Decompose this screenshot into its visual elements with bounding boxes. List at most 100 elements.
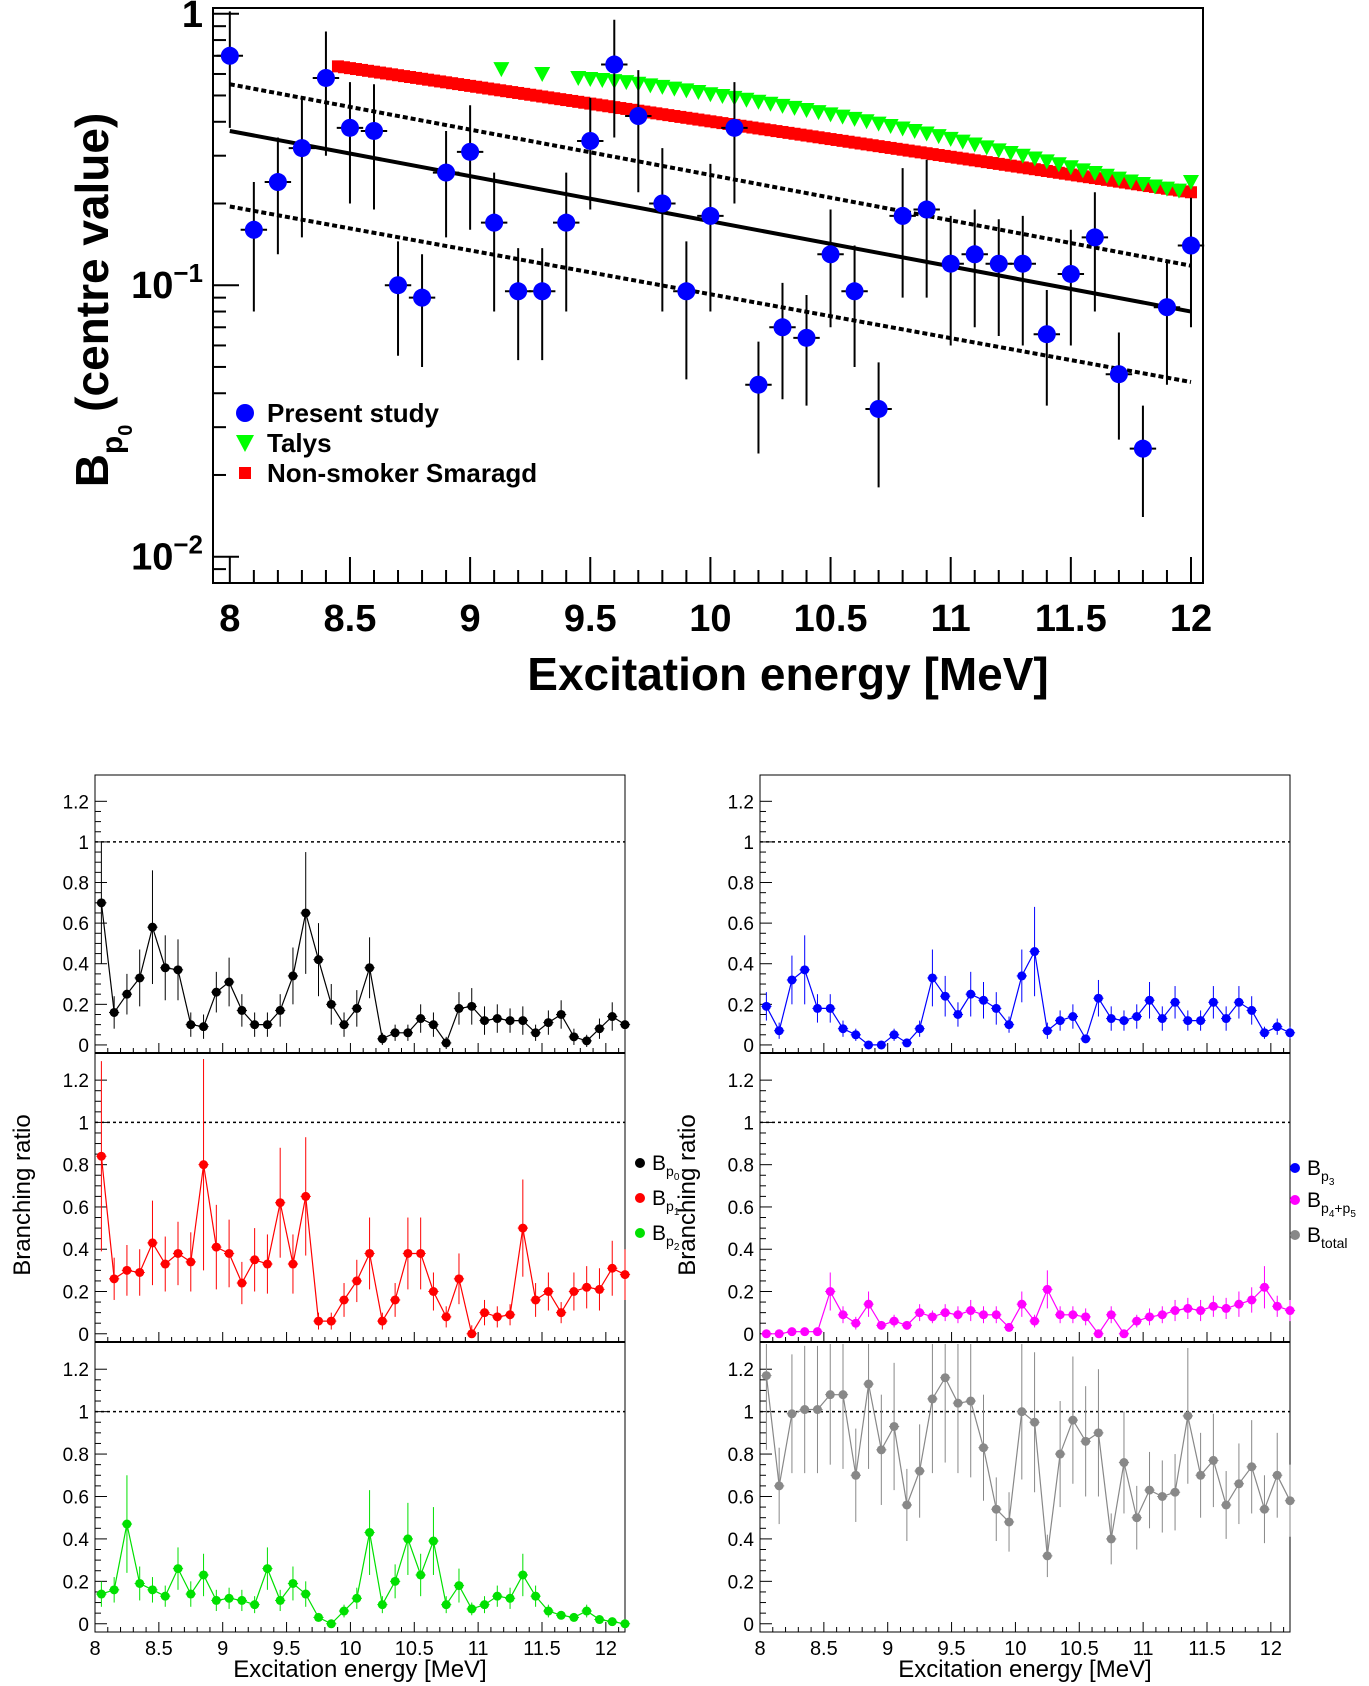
series-point-Bp0 bbox=[428, 1020, 438, 1030]
talys-point bbox=[534, 66, 551, 82]
talys-point bbox=[990, 143, 1007, 159]
present-study-point bbox=[917, 200, 936, 219]
right-y-tick-label: 0.4 bbox=[728, 1530, 755, 1551]
series-point-Bp1 bbox=[313, 1316, 323, 1326]
present-study-point bbox=[605, 55, 624, 74]
right-x-tick-label: 12 bbox=[1260, 1638, 1282, 1660]
present-study-point bbox=[533, 282, 552, 301]
top-y-tick-label-base: 10 bbox=[131, 265, 173, 307]
talys-point bbox=[1014, 148, 1031, 164]
talys-point bbox=[1122, 174, 1139, 190]
series-point-Bp3 bbox=[915, 1024, 925, 1034]
right-y-tick-label: 0.2 bbox=[728, 1283, 754, 1304]
series-point-Bp3 bbox=[1234, 997, 1244, 1007]
series-point-Bp4+p5 bbox=[1132, 1316, 1142, 1326]
panel-legend-label-base: B bbox=[1307, 1224, 1321, 1247]
series-point-Bp4+p5 bbox=[800, 1327, 810, 1337]
series-point-Bp4+p5 bbox=[864, 1299, 874, 1309]
series-point-Bp4+p5 bbox=[787, 1327, 797, 1337]
series-point-Bp4+p5 bbox=[1170, 1306, 1180, 1316]
series-point-Bp3 bbox=[800, 965, 810, 975]
present-study-point bbox=[437, 163, 456, 182]
talys-point bbox=[966, 137, 983, 153]
series-point-Bp4+p5 bbox=[966, 1306, 976, 1316]
left-y-tick-label: 1.2 bbox=[63, 792, 89, 813]
series-point-Bp0 bbox=[250, 1020, 260, 1030]
present-study-point bbox=[1037, 325, 1056, 344]
series-point-Bp3 bbox=[940, 991, 950, 1001]
series-point-Btotal bbox=[851, 1470, 861, 1480]
left-y-tick-label: 1 bbox=[78, 1113, 89, 1134]
talys-point bbox=[493, 62, 510, 78]
series-point-Bp3 bbox=[1030, 947, 1040, 957]
series-point-Bp2 bbox=[160, 1591, 170, 1601]
panel-legend-label: Bp3 bbox=[1307, 1157, 1335, 1188]
talys-point bbox=[738, 92, 755, 108]
talys-point bbox=[678, 83, 695, 99]
series-point-Btotal bbox=[953, 1398, 963, 1408]
series-point-Bp0 bbox=[607, 1012, 617, 1022]
series-point-Bp2 bbox=[518, 1570, 528, 1580]
series-point-Bp2 bbox=[135, 1578, 145, 1588]
series-point-Bp1 bbox=[160, 1259, 170, 1269]
series-point-Bp0 bbox=[135, 973, 145, 983]
series-point-Bp2 bbox=[352, 1593, 362, 1603]
series-point-Bp0 bbox=[173, 965, 183, 975]
series-point-Bp1 bbox=[199, 1160, 209, 1170]
series-point-Bp4+p5 bbox=[1017, 1299, 1027, 1309]
series-point-Bp4+p5 bbox=[1145, 1312, 1155, 1322]
series-point-Bp0 bbox=[403, 1028, 413, 1038]
talys-point bbox=[1110, 171, 1127, 187]
top-y-axis-title-subsub: 0 bbox=[115, 425, 137, 436]
series-point-Btotal bbox=[940, 1373, 950, 1383]
present-study-point bbox=[485, 213, 504, 232]
series-point-Bp1 bbox=[339, 1295, 349, 1305]
left-y-tick-label: 0.4 bbox=[63, 1530, 90, 1551]
talys-point bbox=[690, 84, 707, 100]
talys-point bbox=[1074, 163, 1091, 179]
top-y-tick-label-exp: −2 bbox=[173, 530, 203, 560]
series-point-Bp0 bbox=[326, 999, 336, 1009]
panel-legend-label-sub: p bbox=[666, 1233, 674, 1249]
series-point-Bp0 bbox=[352, 1003, 362, 1013]
series-point-Bp1 bbox=[275, 1198, 285, 1208]
series-point-Btotal bbox=[1183, 1411, 1193, 1421]
present-study-point bbox=[629, 107, 648, 126]
series-point-Bp2 bbox=[173, 1564, 183, 1574]
series-point-Bp1 bbox=[569, 1287, 579, 1296]
present-study-point bbox=[220, 46, 239, 65]
series-point-Bp3 bbox=[1004, 1020, 1014, 1030]
series-point-Bp4+p5 bbox=[761, 1329, 771, 1339]
present-study-point bbox=[653, 194, 672, 213]
top-y-axis-title-sub: p bbox=[96, 436, 129, 454]
left-panels-frame bbox=[94, 774, 626, 1633]
top-x-tick-label: 8 bbox=[219, 598, 240, 640]
present-study-point bbox=[965, 245, 984, 264]
series-point-Bp2 bbox=[607, 1617, 617, 1627]
talys-point bbox=[702, 87, 719, 103]
series-point-Bp2 bbox=[301, 1589, 311, 1599]
talys-point bbox=[594, 73, 611, 89]
talys-point bbox=[570, 70, 587, 86]
series-point-Bp3 bbox=[864, 1040, 874, 1050]
series-point-Btotal bbox=[927, 1394, 937, 1404]
series-point-Bp0 bbox=[109, 1007, 119, 1017]
series-point-Bp0 bbox=[543, 1018, 553, 1028]
right-panels-frame bbox=[759, 774, 1291, 1633]
series-point-Bp0 bbox=[416, 1014, 426, 1024]
series-point-Bp0 bbox=[531, 1028, 541, 1038]
panel-legend-label-base: B bbox=[652, 1187, 666, 1210]
talys-point bbox=[942, 131, 959, 147]
series-point-Bp0 bbox=[377, 1034, 387, 1044]
series-point-Bp3 bbox=[953, 1009, 963, 1019]
series-point-Bp2 bbox=[531, 1591, 541, 1601]
left-y-tick-label: 0.8 bbox=[63, 1156, 89, 1177]
series-point-Bp4+p5 bbox=[1234, 1299, 1244, 1309]
series-point-Btotal bbox=[1093, 1428, 1103, 1438]
talys-point bbox=[822, 107, 839, 123]
right-y-axis-title: Branching ratio bbox=[674, 1114, 701, 1275]
series-point-Bp1 bbox=[122, 1265, 132, 1275]
series-point-Bp4+p5 bbox=[953, 1310, 963, 1320]
talys-point bbox=[1182, 175, 1199, 191]
talys-point bbox=[1062, 160, 1079, 176]
